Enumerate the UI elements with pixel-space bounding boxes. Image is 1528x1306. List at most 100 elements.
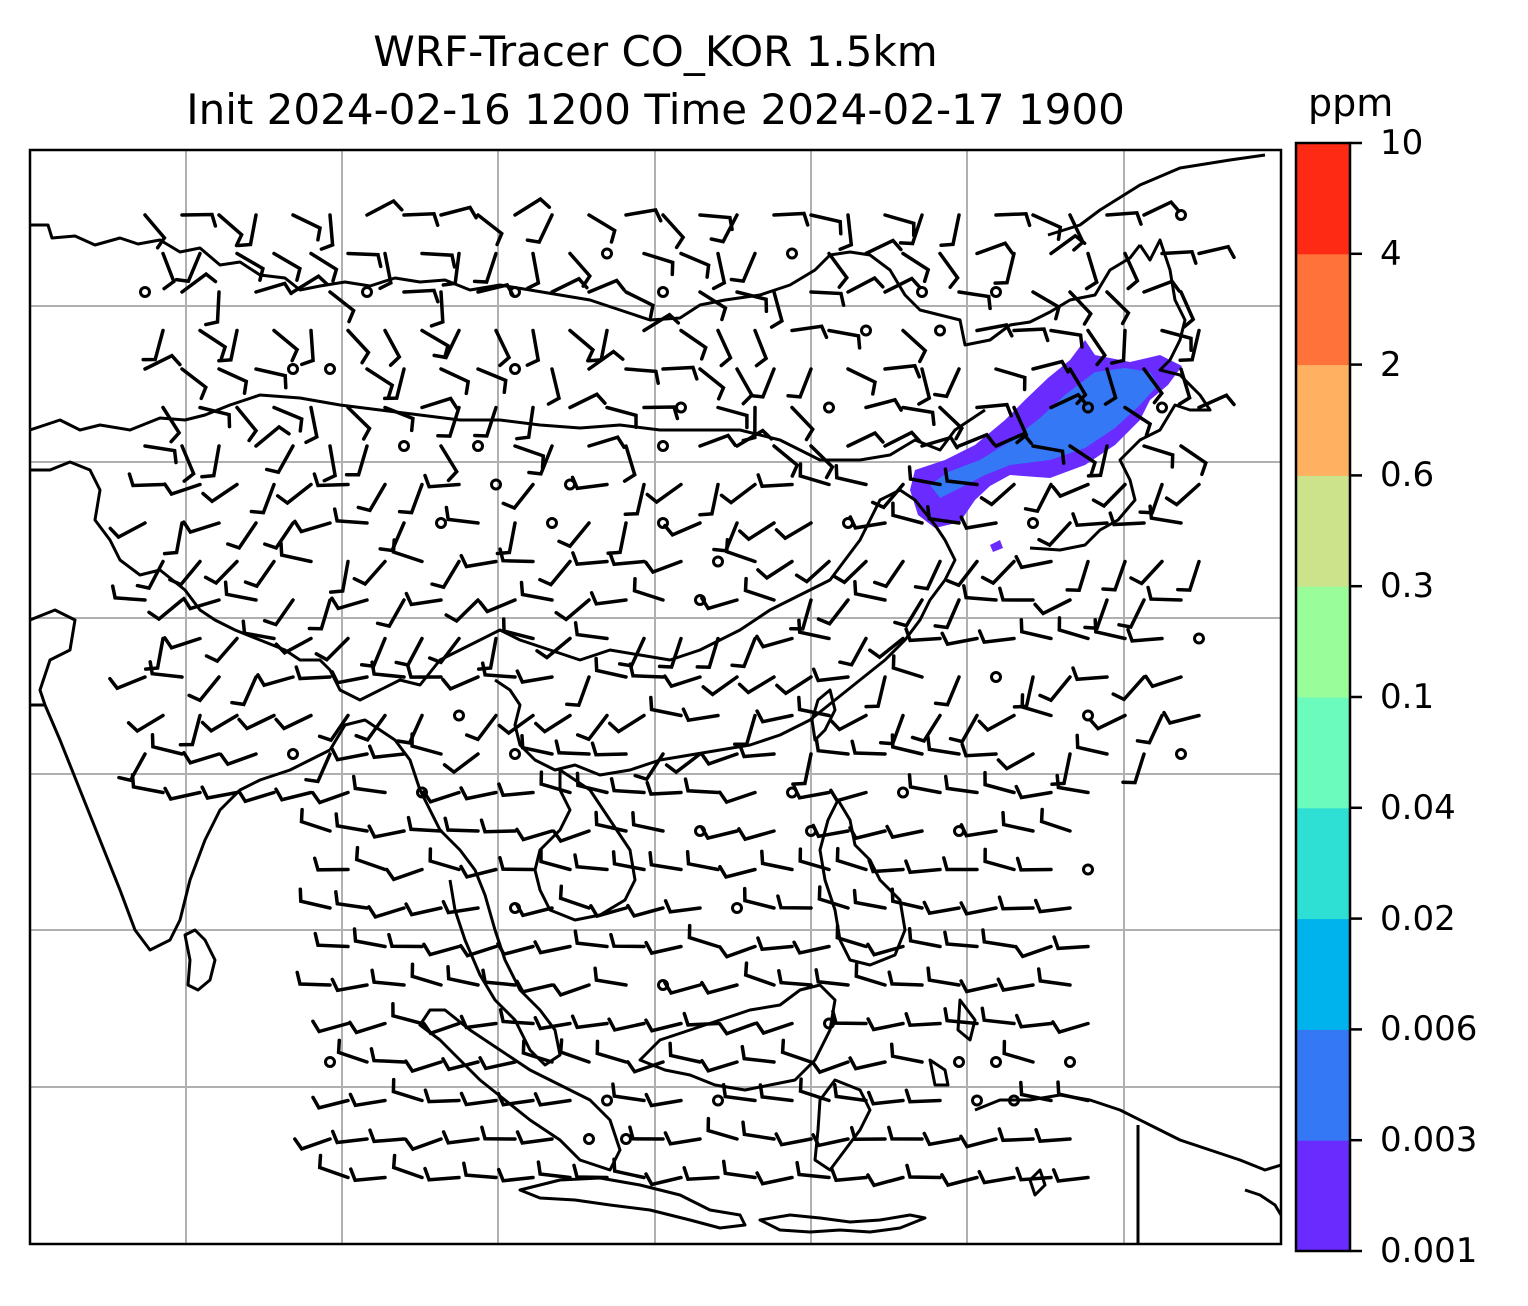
wind-barb [536, 1160, 572, 1180]
wind-barb [864, 238, 903, 256]
wind-barb [838, 636, 868, 667]
wind-barb [682, 1011, 720, 1027]
wind-barb [998, 586, 1035, 602]
wind-barb [848, 1056, 887, 1071]
wind-barb [975, 402, 1013, 418]
wind-barb [648, 851, 683, 872]
wind-barb [663, 899, 702, 914]
wind-barb [535, 636, 572, 660]
wind-barb [203, 559, 239, 586]
wind-barb [776, 894, 813, 910]
wind-barb [385, 867, 424, 882]
wind-barb [730, 636, 757, 669]
wind-barb [293, 1137, 332, 1151]
wind-barb [611, 1082, 646, 1103]
wind-barb [307, 598, 332, 631]
wind-barb [791, 752, 813, 786]
wind-barb [126, 713, 165, 734]
wind-barb [609, 932, 646, 949]
wind-barb [163, 636, 202, 650]
coastlines [30, 153, 1281, 1244]
calm-wind-circle [601, 247, 613, 260]
wind-barb [1123, 251, 1140, 291]
wind-barb [291, 274, 330, 294]
wind-barb [295, 970, 332, 987]
map-frame [28, 148, 1283, 1246]
calm-wind-circle [1193, 632, 1205, 645]
wind-barb [312, 472, 350, 488]
wind-barb [275, 482, 313, 506]
wind-barb [367, 744, 406, 760]
wind-barb [330, 596, 369, 611]
wind-barb [1105, 290, 1131, 326]
wind-barb [200, 444, 221, 479]
wind-barb [885, 824, 924, 840]
wind-barb [382, 367, 406, 401]
wind-barb [827, 251, 850, 289]
wind-barb [1038, 675, 1072, 703]
wind-barb [546, 367, 562, 406]
wind-barb [525, 328, 541, 367]
wind-barb [1071, 666, 1109, 682]
wind-barb [552, 829, 591, 844]
wind-barb [866, 942, 905, 957]
wind-barb [758, 1083, 794, 1103]
wind-barb [981, 928, 1016, 949]
wind-barb [938, 251, 960, 289]
wind-barb [848, 826, 887, 841]
wind-barb [1179, 444, 1208, 477]
wind-barb [219, 752, 258, 767]
wind-barb [977, 713, 1016, 733]
wind-barb [687, 923, 720, 949]
wind-barb [498, 1008, 535, 1026]
wind-barb [624, 367, 660, 385]
wind-barb [180, 367, 208, 401]
wind-barb [907, 773, 942, 795]
calm-wind-circle [509, 286, 521, 298]
wind-barb [624, 290, 655, 319]
wind-barb [322, 444, 338, 483]
wind-barb [607, 1017, 646, 1032]
wind-barb [835, 846, 868, 872]
wind-barb [816, 598, 850, 626]
wind-barb [607, 713, 646, 734]
wind-barb [997, 895, 1035, 911]
wind-barb [204, 636, 239, 664]
wind-barb [1142, 444, 1175, 469]
wind-barb [254, 424, 291, 448]
wind-barb [235, 251, 265, 282]
wind-barb [423, 1166, 461, 1182]
wind-barb [217, 213, 244, 248]
colorbar-band [1296, 1029, 1350, 1141]
wind-barb [832, 1082, 868, 1103]
wind-barb [608, 551, 646, 567]
plume-speck [990, 540, 1003, 552]
wind-barb [854, 962, 887, 987]
wind-barb [1197, 393, 1236, 410]
wind-barb [626, 1060, 665, 1074]
wind-barb [939, 213, 961, 248]
wind-barb [496, 1167, 535, 1183]
wind-barb [760, 849, 794, 872]
wind-barb [612, 1157, 646, 1180]
wind-barb [396, 713, 424, 745]
wind-barb [890, 733, 924, 756]
wind-barb [1055, 773, 1090, 795]
wind-barb [1001, 810, 1035, 833]
wind-barb [217, 367, 249, 395]
wind-barb [645, 780, 683, 796]
calm-wind-circle [509, 363, 521, 375]
wind-barb [141, 328, 165, 362]
calm-wind-circle [694, 594, 706, 606]
wind-barb [904, 1088, 942, 1104]
wind-barb [959, 515, 998, 530]
wind-barb [480, 661, 517, 679]
wind-barb [442, 752, 480, 775]
wind-barb [354, 713, 387, 743]
wind-barb [441, 675, 480, 692]
wind-barb [148, 660, 184, 679]
wind-barb [898, 213, 924, 246]
wind-barb [587, 349, 625, 371]
wind-barb [348, 1092, 387, 1108]
wind-barb [980, 559, 1016, 586]
